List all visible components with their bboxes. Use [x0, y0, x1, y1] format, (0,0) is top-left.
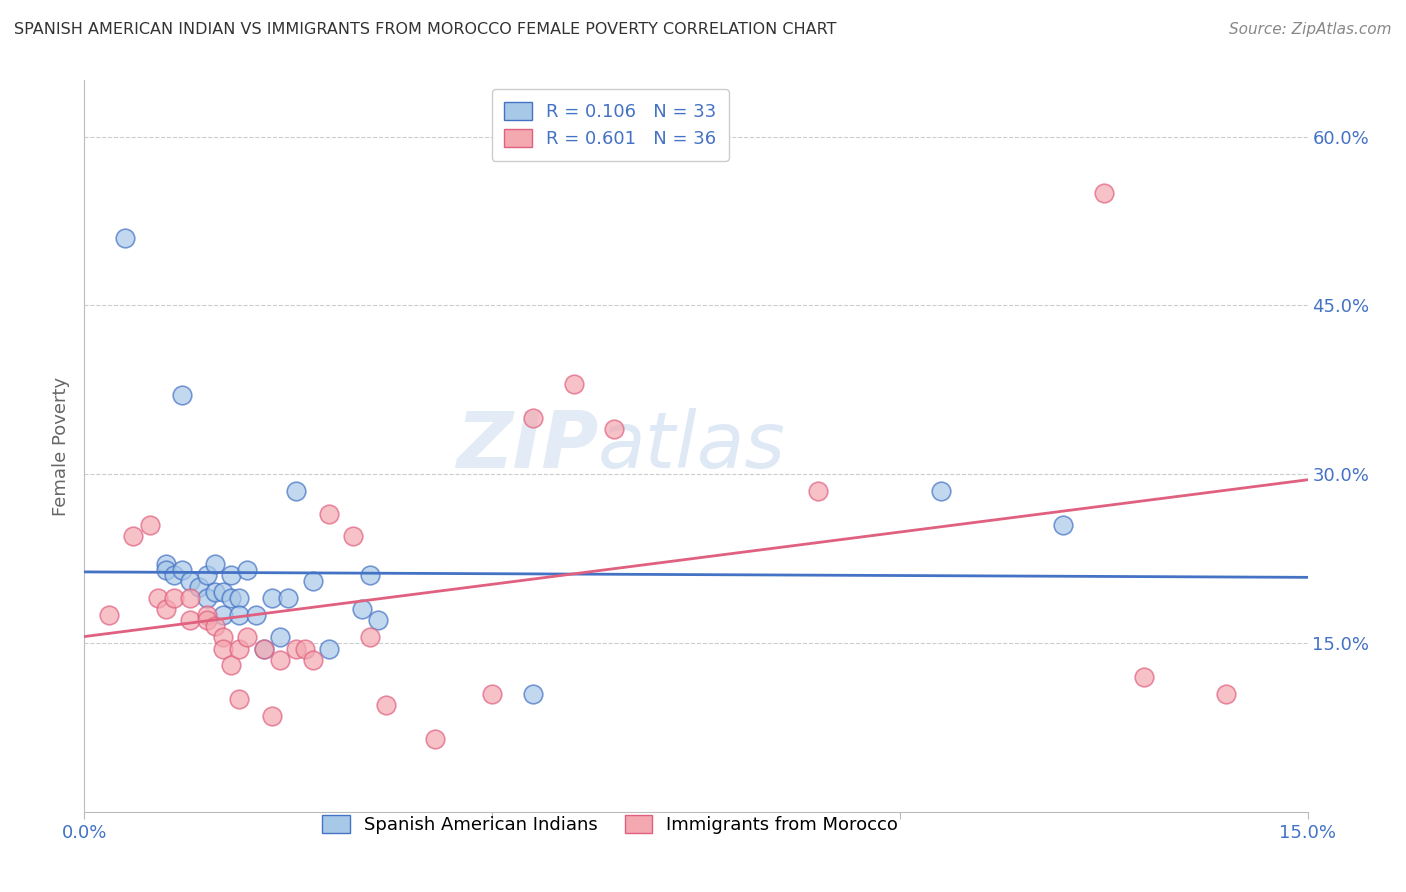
- Point: [228, 641, 250, 656]
- Legend: Spanish American Indians, Immigrants from Morocco: Spanish American Indians, Immigrants fro…: [314, 805, 907, 843]
- Point: [155, 563, 177, 577]
- Point: [318, 507, 340, 521]
- Point: [179, 591, 201, 605]
- Point: [807, 483, 830, 498]
- Point: [269, 630, 291, 644]
- Point: [187, 580, 209, 594]
- Point: [228, 692, 250, 706]
- Point: [219, 568, 242, 582]
- Point: [155, 557, 177, 571]
- Point: [212, 607, 235, 622]
- Point: [350, 602, 373, 616]
- Text: Source: ZipAtlas.com: Source: ZipAtlas.com: [1229, 22, 1392, 37]
- Point: [228, 607, 250, 622]
- Point: [294, 641, 316, 656]
- Point: [163, 591, 186, 605]
- Point: [212, 630, 235, 644]
- Point: [1092, 186, 1115, 200]
- Point: [301, 653, 323, 667]
- Point: [138, 517, 160, 532]
- Text: SPANISH AMERICAN INDIAN VS IMMIGRANTS FROM MOROCCO FEMALE POVERTY CORRELATION CH: SPANISH AMERICAN INDIAN VS IMMIGRANTS FR…: [14, 22, 837, 37]
- Point: [236, 630, 259, 644]
- Point: [204, 557, 226, 571]
- Point: [929, 483, 952, 498]
- Point: [481, 687, 503, 701]
- Point: [195, 607, 218, 622]
- Y-axis label: Female Poverty: Female Poverty: [52, 376, 70, 516]
- Point: [195, 614, 218, 628]
- Point: [204, 619, 226, 633]
- Point: [318, 641, 340, 656]
- Point: [228, 591, 250, 605]
- Point: [260, 591, 283, 605]
- Point: [122, 529, 145, 543]
- Point: [1133, 670, 1156, 684]
- Point: [301, 574, 323, 588]
- Point: [172, 388, 194, 402]
- Point: [212, 585, 235, 599]
- Point: [375, 698, 398, 712]
- Point: [172, 563, 194, 577]
- Point: [253, 641, 276, 656]
- Point: [359, 630, 381, 644]
- Point: [1052, 517, 1074, 532]
- Point: [236, 563, 259, 577]
- Point: [114, 231, 136, 245]
- Point: [603, 422, 626, 436]
- Text: atlas: atlas: [598, 408, 786, 484]
- Point: [522, 410, 544, 425]
- Point: [219, 591, 242, 605]
- Point: [155, 602, 177, 616]
- Point: [522, 687, 544, 701]
- Point: [269, 653, 291, 667]
- Point: [179, 574, 201, 588]
- Point: [277, 591, 299, 605]
- Point: [163, 568, 186, 582]
- Point: [204, 585, 226, 599]
- Point: [423, 731, 446, 746]
- Point: [367, 614, 389, 628]
- Point: [245, 607, 267, 622]
- Point: [146, 591, 169, 605]
- Point: [212, 641, 235, 656]
- Point: [1215, 687, 1237, 701]
- Point: [195, 591, 218, 605]
- Text: ZIP: ZIP: [456, 408, 598, 484]
- Point: [285, 641, 308, 656]
- Point: [342, 529, 364, 543]
- Point: [219, 658, 242, 673]
- Point: [562, 377, 585, 392]
- Point: [97, 607, 120, 622]
- Point: [260, 709, 283, 723]
- Point: [359, 568, 381, 582]
- Point: [179, 614, 201, 628]
- Point: [285, 483, 308, 498]
- Point: [253, 641, 276, 656]
- Point: [195, 568, 218, 582]
